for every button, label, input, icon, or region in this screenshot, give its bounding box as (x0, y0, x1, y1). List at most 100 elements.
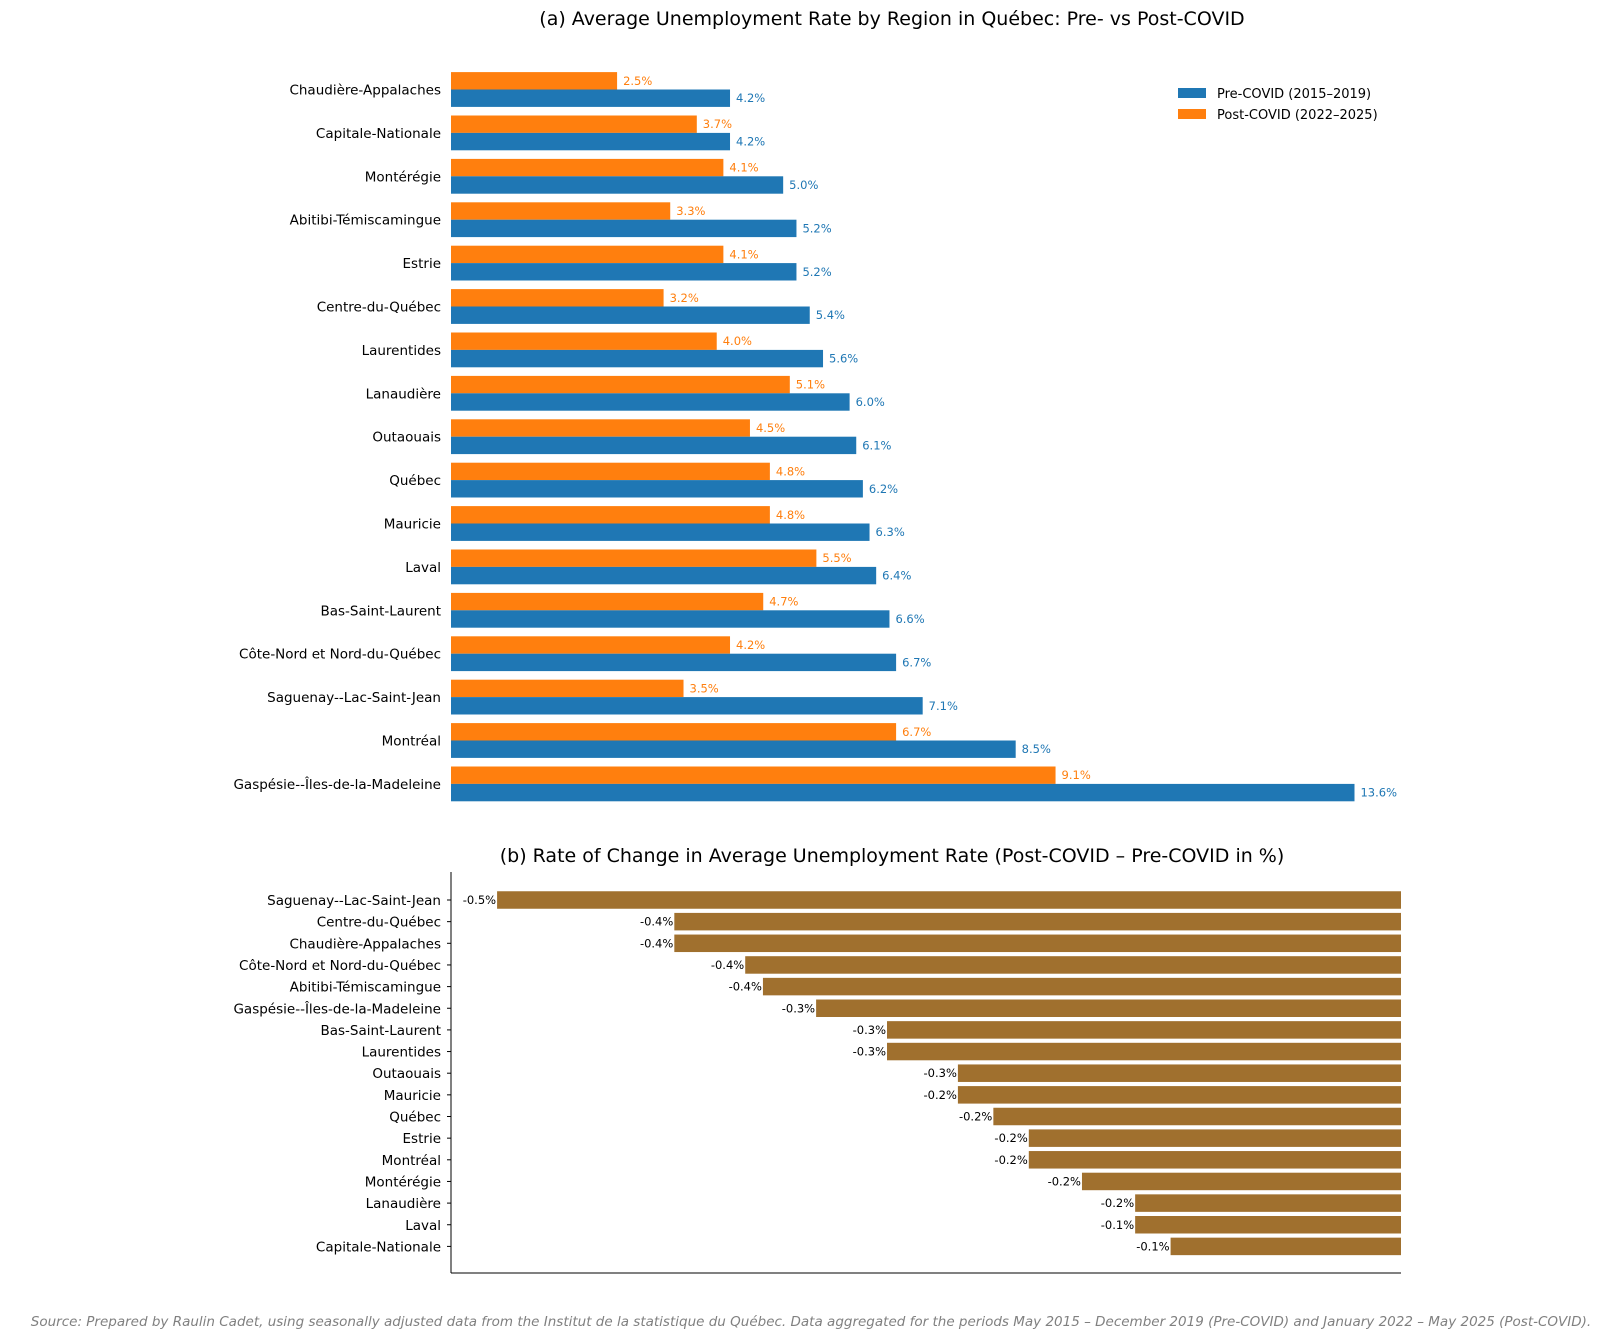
y-tick-label: Montérégie (365, 169, 441, 185)
data-label-pre-covid: 5.0% (789, 178, 818, 192)
y-tick-label: Estrie (403, 256, 441, 272)
data-label-change: -0.2% (959, 1110, 992, 1124)
bar-pre-covid (451, 89, 731, 107)
y-tick-label: Côte-Nord et Nord-du-Québec (239, 647, 441, 663)
y-tick-label: Saguenay--Lac-Saint-Jean (267, 690, 441, 706)
bar-pre-covid (451, 436, 857, 455)
data-label-post-covid: 6.7% (902, 725, 931, 739)
data-label-pre-covid: 6.6% (895, 612, 924, 626)
bar-pre-covid (451, 653, 897, 672)
y-tick-label: Saguenay--Lac-Saint-Jean (267, 893, 441, 909)
bar-pre-covid (451, 783, 1355, 802)
data-label-change: -0.3% (782, 1001, 815, 1015)
bar-pre-covid (451, 740, 1016, 758)
y-tick-label: Montréal (382, 734, 441, 750)
bar-post-covid (451, 766, 1056, 784)
bar-post-covid (451, 679, 684, 698)
chart-a-legend: Pre-COVID (2015–2019) Post-COVID (2022–20… (1178, 87, 1378, 123)
data-label-change: -0.2% (994, 1131, 1027, 1145)
bar-change (1135, 1216, 1401, 1234)
y-tick-label: Bas-Saint-Laurent (320, 603, 441, 619)
data-label-post-covid: 3.2% (670, 291, 699, 305)
bar-change (745, 956, 1401, 974)
chart-b-title: (b) Rate of Change in Average Unemployme… (500, 845, 1285, 867)
bar-post-covid (451, 289, 664, 307)
y-tick-label: Outaouais (372, 430, 441, 446)
bar-change (887, 1042, 1401, 1061)
y-tick-label: Laval (405, 560, 441, 576)
data-label-pre-covid: 6.7% (902, 655, 931, 669)
bar-pre-covid (451, 566, 877, 585)
bar-change (1028, 1151, 1401, 1169)
y-tick-label: Mauricie (384, 1088, 441, 1104)
y-tick-label: Abitibi-Témiscamingue (290, 980, 441, 996)
source-note: Source: Prepared by Raulin Cadet, using … (31, 1314, 1591, 1330)
data-label-change: -0.5% (463, 893, 496, 907)
y-tick-label: Estrie (403, 1131, 441, 1147)
bar-pre-covid (451, 219, 797, 238)
bar-change (993, 1107, 1401, 1126)
bar-post-covid (451, 549, 817, 567)
y-tick-label: Gaspésie--Îles-de-la-Madeleine (233, 999, 441, 1017)
data-label-post-covid: 3.5% (690, 681, 719, 695)
data-label-post-covid: 5.5% (822, 551, 851, 565)
data-label-pre-covid: 5.2% (802, 221, 831, 235)
legend-label: Post-COVID (2022–2025) (1217, 108, 1378, 123)
data-label-change: -0.1% (1136, 1239, 1169, 1253)
bar-pre-covid (451, 393, 850, 411)
data-label-pre-covid: 5.4% (816, 308, 845, 322)
data-label-change: -0.4% (729, 980, 762, 994)
bar-pre-covid (451, 176, 784, 194)
bar-pre-covid (451, 610, 890, 628)
y-tick-label: Chaudière-Appalaches (289, 83, 441, 99)
data-label-pre-covid: 6.4% (882, 569, 911, 583)
y-tick-label: Côte-Nord et Nord-du-Québec (239, 958, 441, 974)
bar-post-covid (451, 592, 764, 611)
bar-post-covid (451, 419, 750, 437)
data-label-post-covid: 3.3% (676, 204, 705, 218)
bar-change (1028, 1129, 1401, 1147)
data-label-change: -0.4% (640, 936, 673, 950)
bar-change (957, 1086, 1401, 1104)
bar-post-covid (451, 115, 697, 133)
bar-change (1081, 1172, 1401, 1191)
legend-swatch (1178, 109, 1206, 119)
data-label-pre-covid: 6.1% (862, 438, 891, 452)
y-tick-label: Outaouais (372, 1066, 441, 1082)
y-tick-label: Lanaudière (366, 1196, 441, 1212)
data-label-pre-covid: 13.6% (1360, 786, 1397, 800)
data-label-change: -0.2% (994, 1153, 1027, 1167)
bar-change (957, 1064, 1401, 1082)
bar-post-covid (451, 723, 897, 741)
y-tick-label: Bas-Saint-Laurent (320, 1023, 441, 1039)
bar-post-covid (451, 332, 717, 350)
data-label-post-covid: 3.7% (703, 117, 732, 131)
bar-change (762, 977, 1401, 996)
y-tick-label: Laval (405, 1218, 441, 1234)
data-label-pre-covid: 6.3% (876, 525, 905, 539)
y-tick-label: Montréal (382, 1153, 441, 1169)
bar-change (1170, 1237, 1401, 1256)
data-label-post-covid: 4.2% (736, 638, 765, 652)
y-tick-label: Montérégie (365, 1174, 441, 1190)
bar-post-covid (451, 202, 671, 220)
legend-swatch (1178, 88, 1206, 98)
y-tick-label: Centre-du-Québec (317, 915, 441, 931)
bar-change (1135, 1194, 1401, 1212)
data-label-pre-covid: 5.2% (802, 265, 831, 279)
y-tick-label: Capitale-Nationale (316, 1239, 441, 1255)
y-tick-label: Capitale-Nationale (316, 126, 441, 142)
data-label-change: -0.3% (924, 1066, 957, 1080)
y-tick-label: Québec (389, 1110, 441, 1126)
bar-pre-covid (451, 697, 923, 715)
y-tick-label: Mauricie (384, 517, 441, 533)
data-label-change: -0.2% (924, 1088, 957, 1102)
data-label-pre-covid: 4.2% (736, 135, 765, 149)
data-label-pre-covid: 8.5% (1022, 742, 1051, 756)
bar-pre-covid (451, 480, 863, 498)
data-label-change: -0.3% (853, 1023, 886, 1037)
data-label-post-covid: 4.7% (769, 595, 798, 609)
y-tick-label: Laurentides (362, 1045, 441, 1061)
chart-a-title: (a) Average Unemployment Rate by Region … (539, 8, 1244, 30)
bar-post-covid (451, 375, 790, 394)
